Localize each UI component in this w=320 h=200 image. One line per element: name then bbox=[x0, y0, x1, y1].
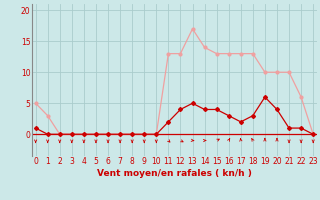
X-axis label: Vent moyen/en rafales ( kn/h ): Vent moyen/en rafales ( kn/h ) bbox=[97, 169, 252, 178]
